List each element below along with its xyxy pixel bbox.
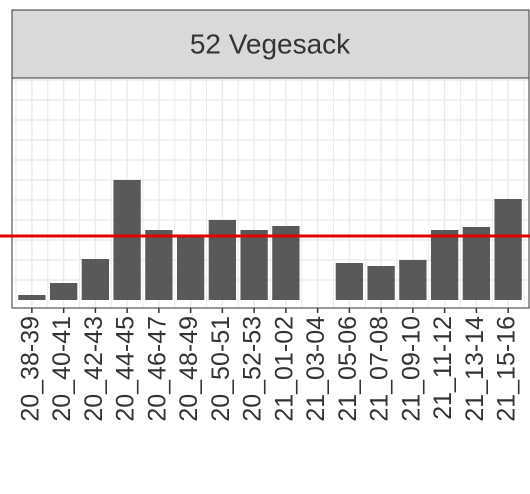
plot-layer: 20_38-39 20_40-41 20_42-43 20_44-45 20_46-47… bbox=[0, 79, 530, 422]
bar bbox=[145, 230, 173, 300]
x-tick-label: 21_07-08 bbox=[366, 316, 394, 422]
x-tick-label: 20_52-53 bbox=[239, 316, 267, 422]
bar bbox=[49, 283, 78, 300]
x-tick-label: 21_13-14 bbox=[461, 316, 489, 422]
x-tick-label: 20_40-41 bbox=[48, 316, 76, 422]
x-tick-label: 20_42-43 bbox=[80, 316, 108, 422]
bar bbox=[81, 259, 110, 300]
x-tick-label: 21_15-16 bbox=[493, 316, 521, 422]
bar bbox=[176, 236, 205, 300]
x-tick-label: 20_38-39 bbox=[16, 316, 44, 422]
bar bbox=[18, 295, 46, 300]
bar bbox=[335, 263, 364, 300]
bar bbox=[399, 260, 427, 300]
x-tick-label: 20_46-47 bbox=[143, 316, 171, 422]
bar bbox=[367, 266, 395, 300]
x-tick-label: 20_50-51 bbox=[207, 316, 235, 422]
x-tick-label: 21_09-10 bbox=[397, 316, 425, 422]
x-tick-label: 20_48-49 bbox=[175, 316, 203, 422]
bar bbox=[430, 230, 459, 300]
x-tick-label: 21_03-04 bbox=[302, 316, 330, 422]
x-tick-label: 21_01-02 bbox=[270, 316, 298, 422]
x-tick-label: 20_44-45 bbox=[112, 316, 140, 422]
bar bbox=[208, 220, 237, 300]
x-tick-label: 21_11-12 bbox=[429, 316, 457, 420]
facet-title: 52 Vegesack bbox=[190, 28, 351, 59]
bar bbox=[113, 180, 141, 300]
facet-strip bbox=[11, 9, 530, 79]
bar bbox=[462, 227, 491, 300]
bar bbox=[494, 199, 522, 300]
x-tick-label: 21_05-06 bbox=[334, 316, 362, 422]
bar bbox=[272, 226, 300, 300]
bar bbox=[240, 230, 268, 300]
